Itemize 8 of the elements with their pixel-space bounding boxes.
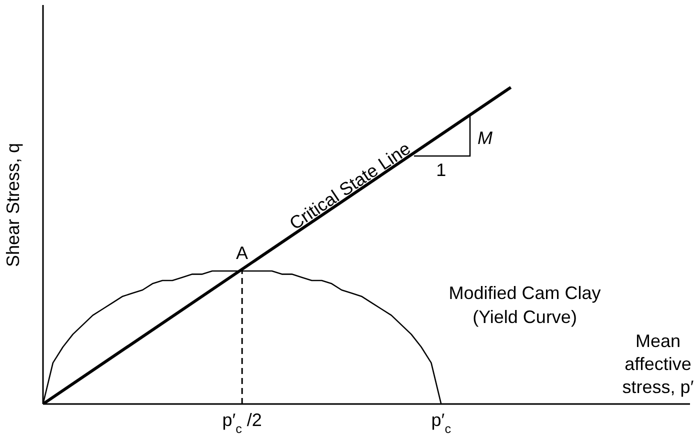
annotation: M xyxy=(476,127,494,150)
series-label: Modified Cam Clay (Yield Curve) xyxy=(448,282,602,330)
annotation: 1 xyxy=(435,158,448,182)
y-axis-title: Shear Stress, q xyxy=(2,142,24,270)
x-axis-title: Mean affective stress, p′ xyxy=(621,330,695,399)
x-tick-label: p′$_{c}$ /2 xyxy=(222,410,262,436)
annotation: A xyxy=(235,242,250,265)
x-tick-label: p′$_{c}$ xyxy=(431,410,451,436)
